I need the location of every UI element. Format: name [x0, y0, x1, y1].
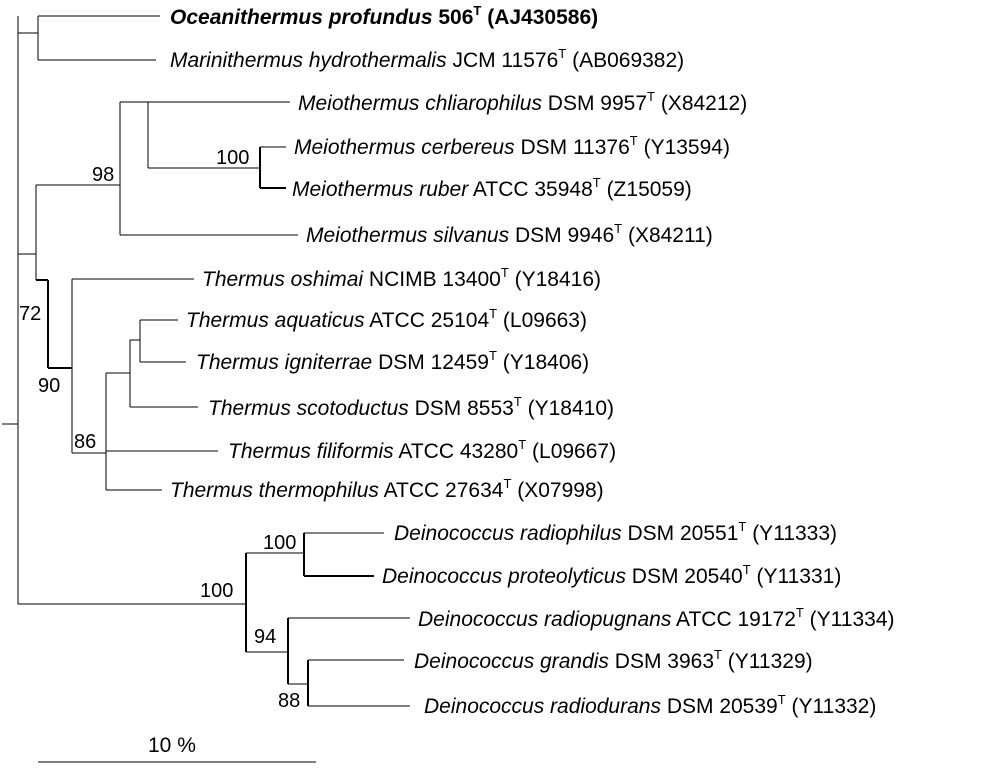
leaf-label-t-thermophilus: Thermus thermophilus ATCC 27634T (X07998… — [170, 476, 604, 502]
leaf-label-t-igniterrae: Thermus igniterrae DSM 12459T (Y18406) — [196, 348, 589, 374]
leaf-label-oceanithermus: Oceanithermus profundus 506T (AJ430586) — [170, 3, 598, 29]
bootstrap-value: 94 — [254, 626, 276, 648]
leaf-label-d-radiopugnans: Deinococcus radiopugnans ATCC 19172T (Y1… — [418, 605, 895, 631]
leaf-label-t-scotoductus: Thermus scotoductus DSM 8553T (Y18410) — [208, 394, 614, 420]
leaf-label-m-ruber: Meiothermus ruber ATCC 35948T (Z15059) — [292, 175, 692, 201]
leaf-label-m-chliarophilus: Meiothermus chliarophilus DSM 9957T (X84… — [298, 89, 747, 115]
leaf-label-d-radiodurans: Deinococcus radiodurans DSM 20539T (Y113… — [424, 692, 876, 718]
leaf-label-d-proteolyticus: Deinococcus proteolyticus DSM 20540T (Y1… — [382, 562, 841, 588]
bootstrap-value: 86 — [74, 431, 96, 453]
leaf-label-t-oshimai: Thermus oshimai NCIMB 13400T (Y18416) — [202, 265, 601, 291]
leaf-label-t-filiformis: Thermus filiformis ATCC 43280T (L09667) — [228, 437, 616, 463]
tree-branches — [2, 15, 410, 707]
bootstrap-value: 98 — [92, 164, 114, 186]
leaf-label-d-grandis: Deinococcus grandis DSM 3963T (Y11329) — [414, 647, 813, 673]
leaf-label-m-cerbereus: Meiothermus cerbereus DSM 11376T (Y13594… — [294, 133, 730, 159]
scale-bar: 10 % — [38, 734, 316, 763]
leaf-labels: Oceanithermus profundus 506T (AJ430586) … — [170, 3, 895, 718]
bootstrap-value: 100 — [216, 147, 249, 169]
leaf-label-d-radiophilus: Deinococcus radiophilus DSM 20551T (Y113… — [394, 519, 837, 545]
bootstrap-values: 98 100 72 90 86 100 100 94 88 — [19, 147, 300, 712]
bootstrap-value: 90 — [38, 375, 60, 397]
leaf-label-t-aquaticus: Thermus aquaticus ATCC 25104T (L09663) — [186, 306, 587, 332]
leaf-label-m-silvanus: Meiothermus silvanus DSM 9946T (X84211) — [306, 221, 713, 247]
bootstrap-value: 100 — [263, 532, 296, 554]
bootstrap-value: 100 — [200, 580, 233, 602]
bootstrap-value: 88 — [278, 690, 300, 712]
leaf-label-marinithermus: Marinithermus hydrothermalis JCM 11576T … — [170, 46, 684, 72]
bootstrap-value: 72 — [19, 303, 41, 325]
scale-bar-label: 10 % — [148, 734, 196, 757]
